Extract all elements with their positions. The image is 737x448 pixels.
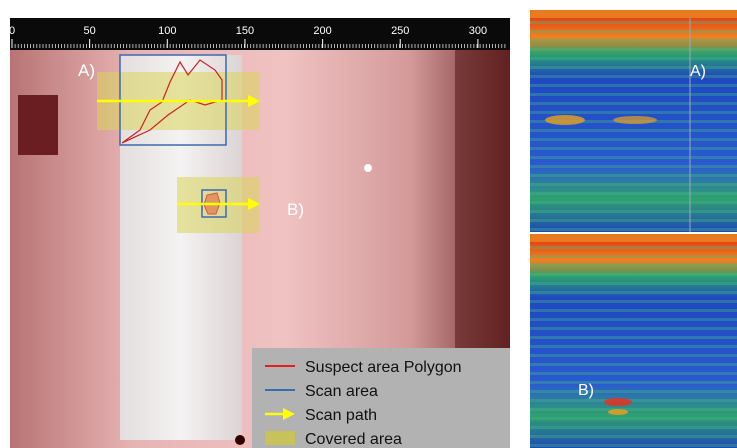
radargram: A) xyxy=(530,10,737,232)
radargram-ruler xyxy=(530,10,737,18)
scan-path-arrow xyxy=(248,95,260,107)
legend-swatch xyxy=(283,408,295,420)
radargram-bands xyxy=(530,234,737,448)
scan-path-arrow xyxy=(248,198,260,210)
radargram-label: A) xyxy=(690,63,706,80)
thermal-image: A) B) Suspect area Polygon Scan area Sca… xyxy=(10,18,510,448)
dark-dot xyxy=(235,435,245,445)
ruler-label: 50 xyxy=(84,25,96,37)
ruler-label: 150 xyxy=(236,25,254,37)
legend-label: Covered area xyxy=(305,431,402,448)
ruler-label: 300 xyxy=(469,25,487,37)
suspect-polygon xyxy=(121,59,223,144)
ruler-label: 100 xyxy=(158,25,176,37)
reflection xyxy=(613,116,657,124)
legend-label: Suspect area Polygon xyxy=(305,359,462,376)
hot-spot xyxy=(364,164,372,172)
reflection xyxy=(604,398,632,406)
reflection xyxy=(545,115,585,125)
radargram-ruler xyxy=(530,234,737,242)
dark-spot xyxy=(18,95,58,155)
ruler-label: 250 xyxy=(391,25,409,37)
radargram-label: B) xyxy=(578,382,594,399)
radargram: B) xyxy=(530,234,737,448)
ruler-label: 0 xyxy=(9,25,15,37)
legend: Suspect area Polygon Scan area Scan path… xyxy=(252,348,510,448)
reflection xyxy=(608,409,628,415)
legend-label: Scan area xyxy=(305,383,378,400)
image-label: B) xyxy=(287,200,304,219)
legend-label: Scan path xyxy=(305,407,377,424)
ruler-label: 200 xyxy=(313,25,331,37)
image-label: A) xyxy=(78,61,95,80)
legend-swatch xyxy=(265,431,295,445)
